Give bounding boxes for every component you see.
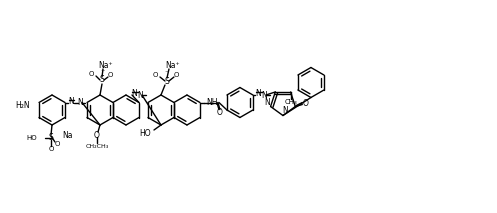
Text: N: N [265,98,270,107]
Text: NH: NH [206,98,218,107]
Text: O: O [302,99,308,108]
Text: N: N [77,98,83,107]
Text: CH₂CH₃: CH₂CH₃ [85,144,109,148]
Text: O: O [94,131,100,140]
Text: N: N [137,91,143,99]
Text: O: O [88,71,94,77]
Text: S: S [49,134,53,142]
Text: S: S [165,76,169,85]
Text: Na⁺: Na⁺ [99,60,113,69]
Text: O: O [173,72,178,78]
Text: S: S [99,75,104,85]
Text: Na: Na [62,131,73,141]
Text: O: O [217,108,223,117]
Text: N: N [255,89,261,98]
Text: N: N [131,89,137,98]
Text: ⁻: ⁻ [165,69,169,78]
Text: N: N [261,91,267,99]
Text: ⁻: ⁻ [101,68,105,76]
Text: O: O [107,72,113,78]
Text: HO: HO [26,135,37,141]
Text: O: O [54,141,60,147]
Text: O: O [153,72,158,78]
Text: H₂N: H₂N [15,102,30,111]
Text: N: N [282,106,288,115]
Text: CH₃: CH₃ [284,99,297,105]
Text: Na⁺: Na⁺ [166,60,180,69]
Text: O: O [48,146,54,152]
Text: N: N [68,97,74,106]
Text: HO: HO [139,128,151,138]
